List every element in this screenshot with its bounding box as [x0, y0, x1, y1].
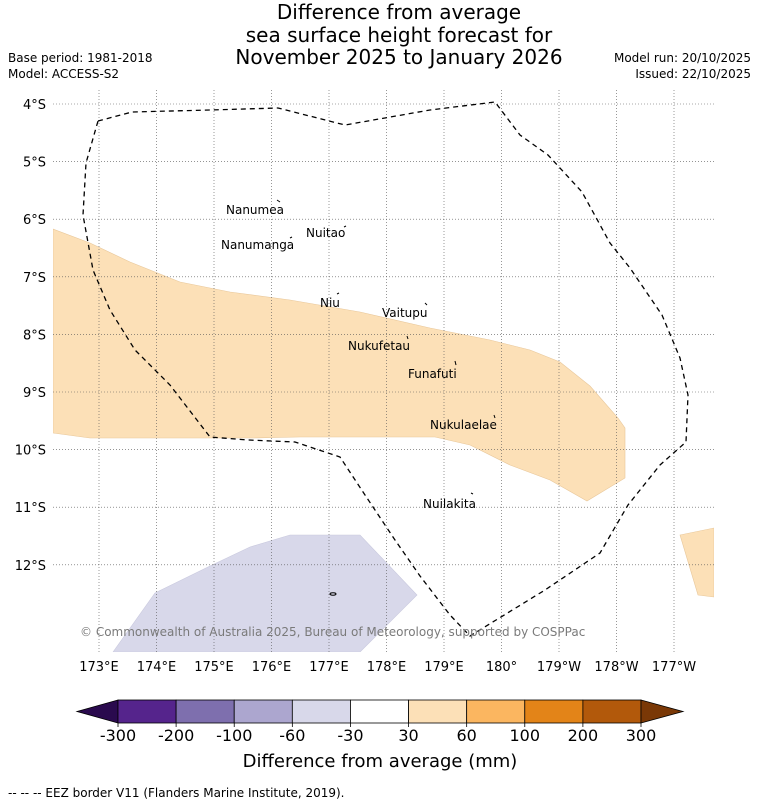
island-label-niu: Niu: [320, 296, 340, 310]
lat-tick-label: 10°S: [15, 444, 46, 459]
positive-anomaly-region: [53, 228, 626, 502]
lat-tick-label: 7°S: [23, 271, 46, 286]
latitude-labels: 4°S 5°S 6°S 7°S 8°S 9°S 10°S 11°S 12°S: [15, 98, 46, 574]
colorbar-tick-label: -30: [337, 726, 363, 745]
colorbar-segment: [175, 699, 235, 724]
lon-tick-label: 177°E: [309, 660, 349, 675]
title-line-3: November 2025 to January 2026: [235, 45, 563, 69]
lon-tick-label: 180°: [486, 660, 517, 675]
positive-anomaly-edge: [679, 527, 714, 598]
funafuti-mark: [454, 360, 457, 366]
colorbar-tick-label: -100: [216, 726, 252, 745]
colorbar-segment: [350, 699, 409, 724]
eez-footer-note: -- -- -- EEZ border V11 (Flanders Marine…: [8, 786, 345, 800]
lat-tick-label: 4°S: [23, 98, 46, 113]
issued-date: Issued: 22/10/2025: [635, 67, 751, 81]
lon-tick-label: 178°W: [594, 660, 638, 675]
colorbar-extend-low: [75, 699, 119, 724]
map-area: [53, 228, 714, 652]
nanumanga-mark: [289, 236, 293, 239]
colorbar-segment: [524, 699, 584, 724]
lon-tick-label: 177°W: [652, 660, 696, 675]
niu-mark: [336, 292, 340, 295]
island-label-nuitao: Nuitao: [306, 226, 345, 240]
nukulaelae-mark: [493, 414, 496, 419]
nuitao-mark: [343, 225, 347, 228]
model-run: Model run: 20/10/2025: [613, 51, 751, 65]
atoll-marks: [276, 199, 496, 596]
lon-tick-label: 179°W: [537, 660, 581, 675]
nukufetau-mark: [406, 335, 409, 340]
lat-tick-label: 8°S: [23, 328, 46, 343]
colorbar-tick-label: 300: [626, 726, 657, 745]
island-label-nuilakita: Nuilakita: [423, 497, 476, 511]
colorbar-tick-label: 30: [398, 726, 418, 745]
colorbar-segment: [408, 699, 468, 724]
title-line-1: Difference from average: [276, 0, 522, 24]
base-period: Base period: 1981-2018: [8, 51, 153, 65]
colorbar-extend-high: [640, 699, 685, 724]
small-island-mark: [329, 592, 337, 596]
colorbar-segment: [582, 699, 642, 724]
lon-tick-label: 179°E: [424, 660, 464, 675]
graticule: [53, 90, 714, 652]
colorbar-tick-label: -200: [158, 726, 194, 745]
lat-tick-label: 11°S: [15, 501, 46, 516]
title-line-2: sea surface height forecast for: [245, 23, 553, 47]
nuilakita-mark: [470, 492, 474, 495]
colorbar-tick-label: 100: [510, 726, 541, 745]
colorbar-segment: [117, 699, 177, 724]
longitude-labels: 173°E 174°E 175°E 176°E 177°E 178°E 179°E 180° 1…: [79, 660, 696, 675]
colorbar-tick-label: -300: [100, 726, 136, 745]
negative-anomaly-region: [112, 534, 418, 652]
model-name: Model: ACCESS-S2: [8, 67, 120, 81]
nanumea-mark: [276, 199, 281, 203]
colorbar: [75, 699, 685, 727]
eez-border: [82, 101, 689, 637]
lon-tick-label: 174°E: [137, 660, 177, 675]
island-label-nukufetau: Nukufetau: [348, 339, 410, 353]
colorbar-segment: [466, 699, 526, 724]
island-label-vaitupu: Vaitupu: [382, 306, 428, 320]
colorbar-label: Difference from average (mm): [243, 751, 518, 772]
lon-tick-label: 178°E: [367, 660, 407, 675]
island-label-nanumea: Nanumea: [226, 203, 284, 217]
lon-tick-label: 173°E: [79, 660, 119, 675]
lat-tick-label: 5°S: [23, 156, 46, 171]
lat-tick-label: 9°S: [23, 386, 46, 401]
copyright-notice: © Commonwealth of Australia 2025, Bureau…: [80, 625, 585, 639]
lon-tick-label: 175°E: [194, 660, 234, 675]
colorbar-segment: [233, 699, 293, 724]
colorbar-segment: [291, 699, 351, 724]
vaitupu-mark: [424, 302, 428, 306]
colorbar-tick-label: 60: [456, 726, 476, 745]
lat-tick-label: 6°S: [23, 213, 46, 228]
lat-tick-label: 12°S: [15, 559, 46, 574]
colorbar-tick-label: 200: [568, 726, 599, 745]
island-label-nukulaelae: Nukulaelae: [430, 418, 497, 432]
lon-tick-label: 176°E: [252, 660, 292, 675]
colorbar-tick-labels: -300 -200 -100 -60 -30 30 60 100 200 300: [100, 726, 656, 745]
island-label-funafuti: Funafuti: [408, 367, 457, 381]
colorbar-tick-label: -60: [279, 726, 305, 745]
island-label-nanumanga: Nanumanga: [221, 238, 294, 252]
